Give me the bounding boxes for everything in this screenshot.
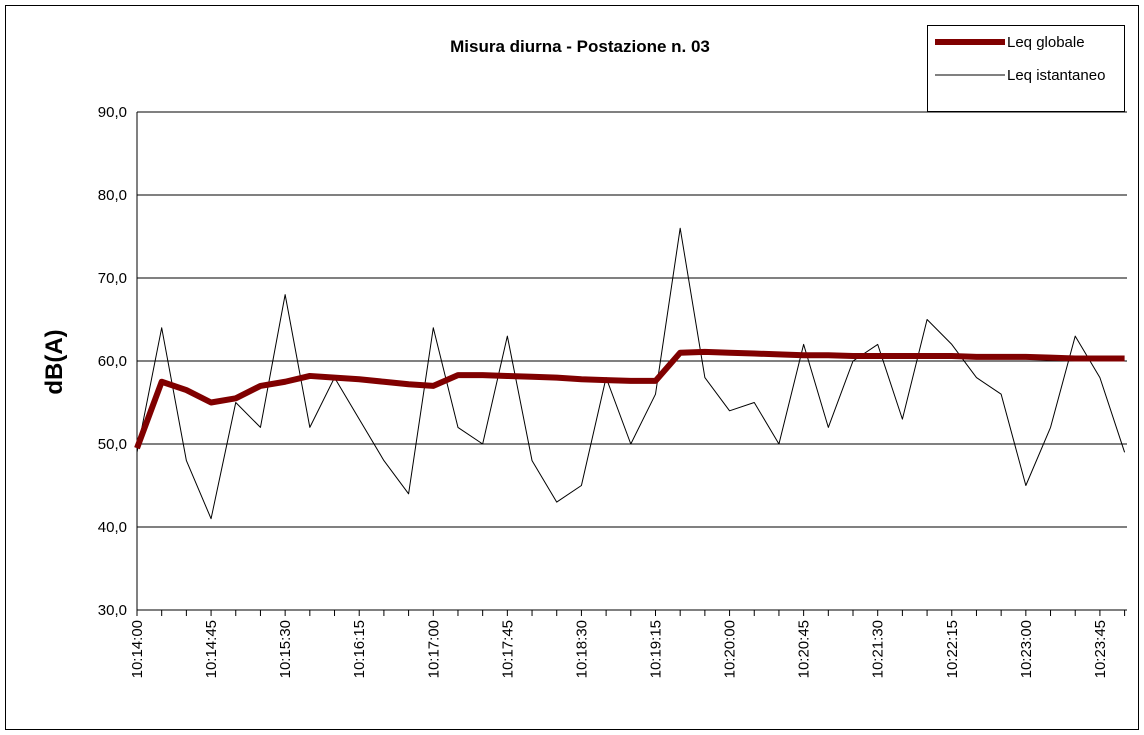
y-tick-label: 30,0 — [98, 602, 127, 619]
x-tick-label: 10:14:45 — [203, 620, 220, 678]
x-tick-label: 10:21:30 — [870, 620, 887, 678]
x-tick-label: 10:17:45 — [499, 620, 516, 678]
y-axis-label: dB(A) — [41, 329, 68, 394]
x-tick-label: 10:22:15 — [944, 620, 961, 678]
x-tick-label: 10:17:00 — [425, 620, 442, 678]
x-tick-label: 10:16:15 — [351, 620, 368, 678]
y-tick-label: 90,0 — [98, 104, 127, 121]
chart-frame — [5, 5, 1139, 730]
x-tick-label: 10:15:30 — [277, 620, 294, 678]
x-tick-label: 10:14:00 — [129, 620, 146, 678]
legend-label: Leq globale — [1007, 34, 1085, 51]
y-tick-label: 80,0 — [98, 187, 127, 204]
y-tick-label: 40,0 — [98, 519, 127, 536]
x-tick-label: 10:19:15 — [647, 620, 664, 678]
x-tick-label: 10:20:00 — [722, 620, 739, 678]
y-tick-label: 70,0 — [98, 270, 127, 287]
y-tick-label: 60,0 — [98, 353, 127, 370]
y-tick-label: 50,0 — [98, 436, 127, 453]
series-line — [134, 348, 1125, 450]
chart-title: Misura diurna - Postazione n. 03 — [450, 37, 710, 56]
x-tick-label: 10:18:30 — [573, 620, 590, 678]
x-tick-label: 10:23:45 — [1092, 620, 1109, 678]
x-tick-label: 10:23:00 — [1018, 620, 1035, 678]
legend-label: Leq istantaneo — [1007, 67, 1105, 84]
x-tick-label: 10:20:45 — [796, 620, 813, 678]
